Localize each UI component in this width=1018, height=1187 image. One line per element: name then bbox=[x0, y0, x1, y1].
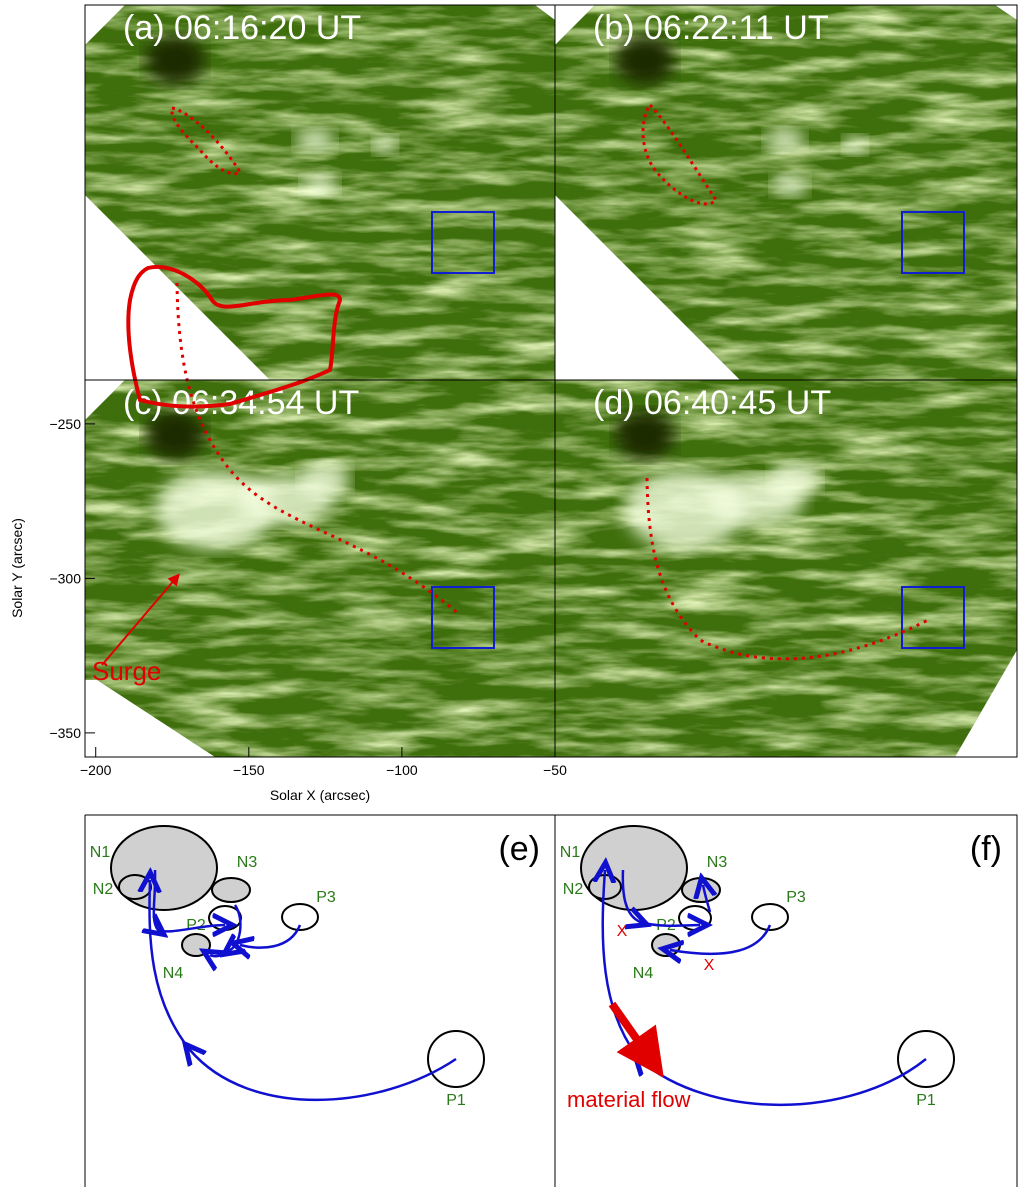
roi-box bbox=[901, 586, 965, 649]
solar-image bbox=[555, 5, 1017, 380]
annotation: Surge bbox=[92, 656, 161, 686]
node-label: N1 bbox=[560, 844, 581, 861]
diagram-label: (e) bbox=[498, 830, 540, 868]
bright-patch bbox=[373, 135, 397, 155]
y-tick-label: −350 bbox=[49, 725, 81, 741]
roi-box bbox=[431, 211, 495, 274]
diagram: N1 N2 N3 P2 P3 N4 P1 (e) bbox=[90, 825, 540, 1109]
polarity bbox=[751, 903, 789, 931]
sunspot bbox=[615, 410, 675, 460]
node-label: P3 bbox=[786, 889, 806, 906]
roi-box bbox=[431, 586, 495, 649]
roi-box bbox=[901, 211, 965, 274]
reconnection-mark: X bbox=[704, 957, 715, 974]
polarity bbox=[181, 933, 211, 957]
polarity bbox=[651, 933, 681, 957]
flow-arrow bbox=[608, 1001, 664, 1078]
node-label: N4 bbox=[163, 965, 184, 982]
reconnection-mark: X bbox=[617, 923, 628, 940]
polarity bbox=[211, 877, 251, 903]
sunspot bbox=[615, 35, 675, 85]
sunspot bbox=[145, 35, 205, 85]
overlays bbox=[101, 102, 929, 666]
field-line bbox=[149, 880, 457, 1102]
node-label: N2 bbox=[563, 881, 584, 898]
x-tick-label: −200 bbox=[80, 762, 112, 778]
node-label: N3 bbox=[237, 854, 258, 871]
x-tick-label: −150 bbox=[233, 762, 265, 778]
flow-label: material flow bbox=[567, 1087, 691, 1112]
field-line bbox=[703, 885, 710, 913]
solar-image bbox=[85, 380, 555, 757]
node-label: N3 bbox=[707, 854, 728, 871]
bright-patch bbox=[295, 128, 335, 152]
bright-patch bbox=[772, 173, 808, 197]
field-line bbox=[154, 869, 225, 931]
field-line bbox=[240, 924, 302, 948]
field-line bbox=[621, 869, 700, 926]
frames bbox=[84, 4, 1018, 1187]
node-label: N1 bbox=[90, 844, 111, 861]
node-label: N4 bbox=[633, 965, 654, 982]
x-axis-label: Solar X (arcsec) bbox=[270, 787, 370, 803]
solar-image bbox=[85, 5, 555, 380]
y-tick-label: −250 bbox=[49, 416, 81, 432]
node-label: N2 bbox=[93, 881, 114, 898]
solar-image bbox=[555, 380, 1017, 757]
bright-patch bbox=[765, 128, 805, 152]
polarity bbox=[281, 903, 319, 931]
node-label: P1 bbox=[446, 1092, 466, 1109]
node-label: P1 bbox=[916, 1092, 936, 1109]
polarity bbox=[681, 877, 721, 903]
panel-label: (b) 06:22:11 UT bbox=[593, 9, 829, 47]
y-axis-label: Solar Y (arcsec) bbox=[9, 518, 25, 618]
field-line bbox=[670, 924, 772, 954]
y-tick-label: −300 bbox=[49, 570, 81, 586]
diagram-label: (f) bbox=[970, 830, 1002, 868]
node-label: P2 bbox=[186, 917, 206, 934]
panel-label: (d) 06:40:45 UT bbox=[593, 384, 831, 422]
sunspot bbox=[145, 410, 205, 460]
bright-patch bbox=[302, 173, 338, 197]
x-tick-label: −100 bbox=[386, 762, 418, 778]
x-tick-label: −50 bbox=[543, 762, 567, 778]
bright-patch bbox=[300, 462, 350, 498]
bright-patch bbox=[843, 135, 867, 155]
node-label: P3 bbox=[316, 889, 336, 906]
panel-label: (a) 06:16:20 UT bbox=[123, 9, 361, 47]
polarity bbox=[118, 874, 152, 900]
bright-patch bbox=[770, 462, 820, 498]
